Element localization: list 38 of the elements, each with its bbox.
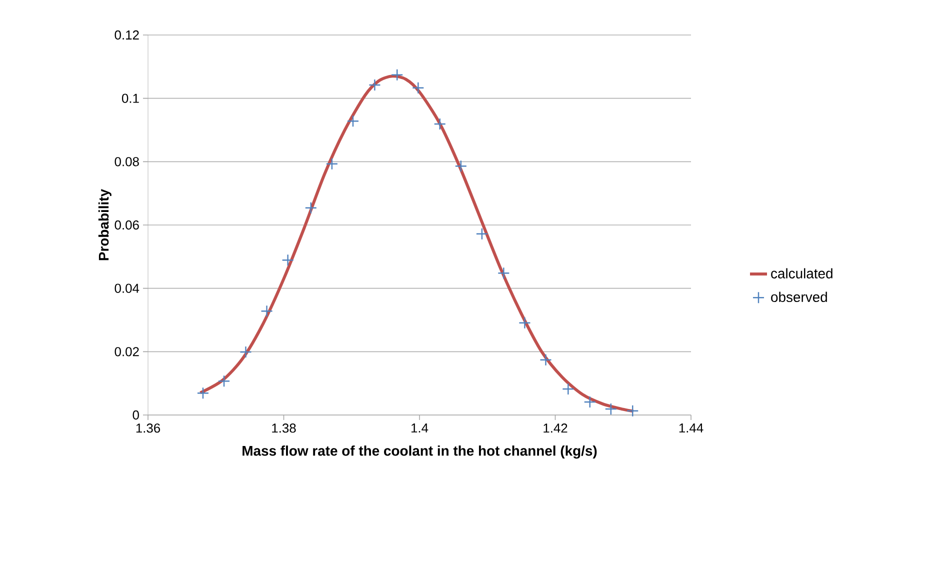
point: [626, 404, 639, 417]
y-tick-label: 0.02: [114, 347, 139, 356]
legend-label: calculated: [771, 268, 832, 278]
y-tick-label: 0.1: [122, 94, 139, 103]
point: [260, 305, 273, 318]
x-tick-label: 1.42: [544, 424, 568, 433]
point: [476, 228, 488, 240]
point: [368, 78, 381, 92]
y-tick-label: 0.04: [114, 284, 140, 293]
point: [304, 202, 317, 214]
x-tick-label: 1.4: [411, 424, 428, 432]
line-series: [198, 74, 635, 413]
point: [282, 254, 294, 266]
point: [562, 382, 574, 396]
x-tick-label: 1.44: [679, 424, 704, 432]
y-axis-title: Probability: [98, 189, 112, 260]
y-tick-label: 0.12: [114, 30, 139, 40]
point: [218, 375, 230, 388]
point: [454, 160, 468, 172]
point: [346, 115, 360, 128]
point: [196, 387, 210, 400]
point: [326, 158, 338, 170]
x-axis-title: Mass flow rate of the coolant in the hot channel (kg/s): [242, 446, 597, 459]
point: [240, 346, 252, 358]
point: [518, 316, 531, 329]
y-tick-label: 0: [132, 410, 139, 420]
point: [391, 68, 404, 81]
point: [412, 82, 424, 94]
x-tick-label: 1.38: [272, 424, 296, 433]
point: [584, 396, 596, 408]
legend-label: observed: [771, 292, 827, 302]
point: [434, 118, 446, 130]
point: [540, 354, 552, 366]
x-tick-label: 1.36: [136, 424, 160, 433]
y-tick-label: 0.06: [114, 220, 139, 230]
point: [604, 402, 618, 416]
point: [498, 267, 510, 280]
y-tick-label: 0.08: [114, 157, 139, 166]
